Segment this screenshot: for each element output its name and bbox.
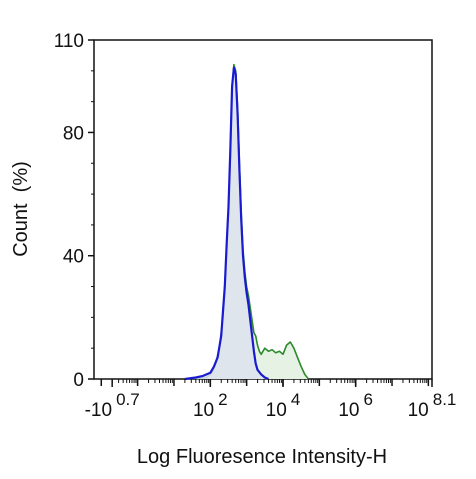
x-tick-base: -10 xyxy=(85,400,112,421)
series-layer xyxy=(184,63,310,381)
x-tick-label: -100.7 xyxy=(85,390,140,421)
x-tick-label: 104 xyxy=(266,390,301,421)
x-tick-base: 10 xyxy=(338,400,359,421)
x-tick-label: 10 6 xyxy=(338,390,373,421)
x-tick-label: 102 xyxy=(193,390,228,421)
x-tick-exponent: 0.7 xyxy=(116,390,140,409)
x-tick-exponent: 6 xyxy=(364,390,373,409)
y-tick-label: 110 xyxy=(54,31,84,52)
x-tick-base: 10 xyxy=(408,400,429,421)
plot-frame xyxy=(93,39,433,380)
y-axis: 0 40 80 110 xyxy=(54,31,94,391)
y-tick-label: 0 xyxy=(73,370,84,391)
x-tick-exponent: 2 xyxy=(218,390,227,409)
x-tick-label: 108.1 xyxy=(408,390,457,421)
x-tick-exponent: 4 xyxy=(291,390,300,409)
x-tick-base: 10 xyxy=(266,400,287,421)
x-tick-base: 10 xyxy=(193,400,214,421)
y-tick-label: 40 xyxy=(63,247,84,268)
y-axis-title: Count (%) xyxy=(10,161,32,257)
series-2-line xyxy=(184,66,269,381)
y-tick-label: 80 xyxy=(63,123,84,144)
x-axis-title: Log Fluoresence Intensity-H xyxy=(137,446,387,468)
x-tick-exponent: 8.1 xyxy=(433,390,457,409)
